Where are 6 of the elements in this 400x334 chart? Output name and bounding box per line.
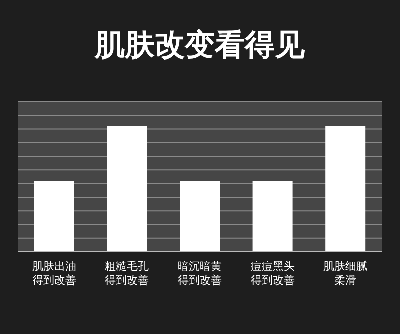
chart-title: 肌肤改变看得见 — [94, 28, 306, 63]
x-tick-label: 暗沉暗黄得到改善 — [178, 260, 222, 287]
x-tick-label: 肌肤细腻柔滑 — [324, 260, 368, 287]
x-tick-label: 肌肤出油得到改善 — [32, 260, 76, 287]
x-tick-label: 粗糙毛孔得到改善 — [105, 260, 150, 287]
x-tick-label: 痘痘黑头得到改善 — [250, 260, 295, 287]
